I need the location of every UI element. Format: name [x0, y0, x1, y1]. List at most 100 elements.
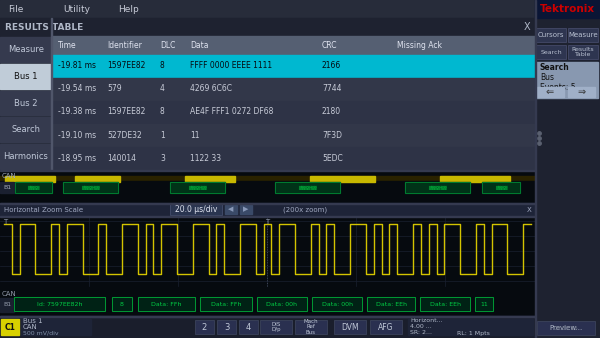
Text: ▓▓▓▓: ▓▓▓▓: [495, 186, 507, 190]
Bar: [482, 182, 520, 193]
Text: Search: Search: [11, 125, 41, 134]
Text: 8: 8: [160, 61, 165, 70]
Bar: [0, 176, 535, 182]
Bar: [15, 182, 52, 193]
Bar: [0, 169, 535, 170]
Text: 7F3D: 7F3D: [322, 131, 342, 140]
Bar: [482, 182, 520, 193]
Text: 2166: 2166: [322, 61, 341, 70]
Text: ◀: ◀: [229, 207, 233, 213]
Bar: [440, 176, 510, 182]
Text: Data: FFh: Data: FFh: [211, 301, 241, 307]
Bar: [405, 182, 470, 193]
Bar: [75, 176, 120, 182]
Text: 2: 2: [202, 322, 207, 332]
Bar: [0, 117, 51, 142]
Text: Mach
Ref
Bus: Mach Ref Bus: [304, 319, 319, 335]
Text: 4: 4: [160, 84, 165, 93]
Text: 1: 1: [160, 131, 165, 140]
Text: File: File: [8, 4, 23, 14]
Bar: [536, 62, 598, 98]
Bar: [0, 316, 535, 338]
Bar: [535, 0, 600, 18]
Text: 3: 3: [160, 154, 165, 163]
Bar: [112, 297, 132, 311]
Bar: [170, 204, 222, 215]
Bar: [535, 316, 600, 338]
Bar: [0, 202, 535, 203]
Bar: [239, 320, 258, 334]
Bar: [170, 182, 225, 193]
Text: 8: 8: [160, 107, 165, 117]
Bar: [405, 182, 470, 193]
Text: ▓▓▓▓: ▓▓▓▓: [27, 186, 40, 190]
Text: DIS
D/p: DIS D/p: [271, 321, 281, 332]
Text: AFG: AFG: [378, 322, 394, 332]
Bar: [370, 320, 402, 334]
Text: Search: Search: [540, 49, 562, 54]
Bar: [275, 182, 340, 193]
Bar: [0, 37, 51, 62]
Text: DVM: DVM: [341, 322, 359, 332]
Bar: [408, 319, 533, 335]
Bar: [63, 182, 118, 193]
Text: B1: B1: [3, 303, 11, 308]
Text: ⇒: ⇒: [577, 87, 585, 97]
Bar: [0, 170, 535, 203]
Bar: [170, 182, 225, 193]
Text: X: X: [524, 22, 530, 32]
Bar: [257, 297, 307, 311]
Bar: [0, 286, 535, 316]
Bar: [0, 315, 535, 316]
Text: 20.0 µs/div: 20.0 µs/div: [175, 205, 217, 214]
Text: Results
Table: Results Table: [572, 47, 595, 57]
Bar: [475, 297, 493, 311]
Text: RL: 1 Mpts: RL: 1 Mpts: [457, 331, 490, 336]
Text: ▓▓▓▓▓▓: ▓▓▓▓▓▓: [428, 186, 447, 190]
Text: -19.81 ms: -19.81 ms: [58, 61, 96, 70]
Bar: [63, 182, 118, 193]
Text: Data: 00h: Data: 00h: [266, 301, 298, 307]
Bar: [1, 319, 19, 335]
Bar: [195, 320, 214, 334]
Text: Cursors: Cursors: [538, 32, 564, 38]
Bar: [568, 87, 595, 97]
Text: (200x zoom): (200x zoom): [283, 206, 327, 213]
Text: 1122 33: 1122 33: [190, 154, 221, 163]
Bar: [535, 0, 600, 338]
Bar: [367, 297, 415, 311]
Text: 4269 6C6C: 4269 6C6C: [190, 84, 232, 93]
Text: ▓▓▓▓▓▓: ▓▓▓▓▓▓: [81, 186, 100, 190]
Text: 140014: 140014: [107, 154, 136, 163]
Bar: [240, 205, 252, 214]
Text: CAN: CAN: [23, 324, 38, 330]
Bar: [0, 18, 535, 36]
Text: ▶: ▶: [244, 207, 248, 213]
Bar: [0, 182, 14, 193]
Text: CRC: CRC: [322, 41, 337, 49]
Bar: [535, 0, 536, 338]
Text: 1597EE82: 1597EE82: [107, 107, 145, 117]
Text: 09:33:15: 09:33:15: [554, 325, 578, 331]
Bar: [52, 147, 535, 170]
Text: ⇐: ⇐: [546, 87, 554, 97]
Text: Harmonics: Harmonics: [4, 152, 49, 161]
Text: Id: 7597EE82h: Id: 7597EE82h: [37, 301, 82, 307]
Bar: [312, 297, 362, 311]
Text: Events: 5: Events: 5: [540, 83, 575, 93]
Text: 11: 11: [480, 301, 488, 307]
Bar: [310, 176, 375, 182]
Text: Data: 00h: Data: 00h: [322, 301, 353, 307]
Text: CAN: CAN: [2, 291, 17, 297]
Text: Time: Time: [58, 41, 77, 49]
Text: Data: FFh: Data: FFh: [151, 301, 182, 307]
Bar: [0, 203, 535, 216]
Text: ▓▓▓▓▓▓: ▓▓▓▓▓▓: [298, 186, 317, 190]
Text: DLC: DLC: [160, 41, 175, 49]
Text: B1: B1: [3, 185, 11, 190]
Bar: [475, 297, 493, 311]
Bar: [0, 91, 51, 115]
Bar: [0, 181, 535, 194]
Text: C1: C1: [5, 322, 16, 332]
Bar: [52, 36, 535, 54]
